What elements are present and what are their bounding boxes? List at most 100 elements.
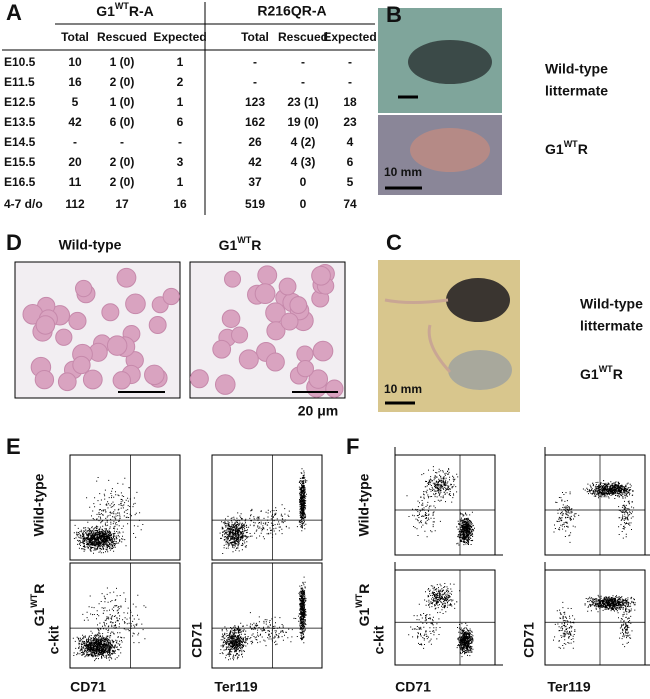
label: Wild-type bbox=[580, 296, 643, 312]
cell: 4 (2) bbox=[291, 135, 316, 149]
cell: - bbox=[301, 75, 305, 89]
cell: 16 bbox=[68, 75, 82, 89]
cell bbox=[189, 369, 209, 389]
cell: - bbox=[348, 55, 352, 69]
events bbox=[408, 583, 474, 658]
events bbox=[553, 594, 636, 649]
cell bbox=[221, 309, 241, 329]
group-header: R216QR-A bbox=[257, 3, 326, 19]
plot-frame bbox=[69, 562, 181, 669]
panel-letter: F bbox=[346, 434, 359, 459]
flow-plots: Wild-typeG1WTRc-kitCD71CD71Ter119Wild-ty… bbox=[29, 447, 650, 695]
cell bbox=[68, 311, 87, 331]
panel-letter: D bbox=[6, 230, 22, 255]
axis-label: CD71 bbox=[70, 679, 106, 695]
row-label: 4-7 d/o bbox=[4, 197, 43, 211]
plot-frame bbox=[544, 454, 646, 556]
cell: 0 bbox=[300, 175, 307, 189]
t: R bbox=[31, 584, 47, 594]
label: G1WTR bbox=[219, 235, 262, 252]
cell: 6 bbox=[347, 155, 354, 169]
cell bbox=[238, 349, 259, 370]
panel-letter: E bbox=[6, 434, 21, 459]
cell bbox=[266, 321, 286, 341]
t: WT bbox=[237, 235, 251, 245]
cell bbox=[35, 315, 56, 335]
label: littermate bbox=[545, 83, 608, 99]
cell bbox=[296, 345, 314, 363]
scale-label: 20 μm bbox=[298, 403, 338, 419]
cell bbox=[162, 287, 180, 306]
cell bbox=[311, 265, 331, 286]
column-header: Expected bbox=[153, 30, 206, 44]
cell: 3 bbox=[177, 155, 184, 169]
cells bbox=[22, 263, 344, 398]
column-header: Total bbox=[61, 30, 89, 44]
cell bbox=[312, 340, 334, 362]
t: G1 bbox=[96, 3, 115, 19]
group-header: G1WTR-A bbox=[96, 1, 154, 18]
t: G1 bbox=[219, 237, 238, 253]
label: G1WTR bbox=[580, 364, 623, 381]
cell: 1 bbox=[177, 175, 184, 189]
axis-label: Ter119 bbox=[547, 679, 591, 695]
cell bbox=[325, 379, 344, 398]
cell: 11 bbox=[69, 175, 82, 189]
t: R bbox=[613, 366, 623, 382]
row-label: E12.5 bbox=[4, 95, 36, 109]
cell bbox=[254, 283, 276, 305]
column-header: Expected bbox=[323, 30, 376, 44]
label: Wild-type bbox=[59, 237, 122, 253]
cell bbox=[231, 326, 249, 344]
cell: 1 (0) bbox=[110, 95, 135, 109]
cell: 37 bbox=[248, 175, 262, 189]
t: R bbox=[578, 141, 588, 157]
cell: - bbox=[253, 75, 257, 89]
axis-label: G1WTR bbox=[29, 584, 46, 627]
cell: 1 bbox=[177, 95, 184, 109]
cell bbox=[101, 303, 120, 322]
t: G1 bbox=[580, 366, 599, 382]
t: G1 bbox=[356, 608, 372, 627]
t: WT bbox=[115, 1, 129, 11]
axis-label: CD71 bbox=[521, 622, 537, 658]
cell bbox=[214, 374, 236, 395]
cell: 112 bbox=[65, 197, 85, 211]
cell: 1 bbox=[177, 55, 184, 69]
axis-label: CD71 bbox=[189, 622, 205, 658]
cell: 18 bbox=[343, 95, 357, 109]
cell: 20 bbox=[68, 155, 82, 169]
cell: 0 bbox=[300, 197, 307, 211]
cell: 26 bbox=[248, 135, 262, 149]
cell: 42 bbox=[248, 155, 262, 169]
scale-label: 10 mm bbox=[384, 382, 422, 396]
axis-label: G1WTR bbox=[354, 584, 371, 627]
cell: 16 bbox=[173, 197, 187, 211]
t: R bbox=[356, 584, 372, 594]
row-label: E14.5 bbox=[4, 135, 36, 149]
events bbox=[553, 480, 635, 543]
events bbox=[219, 576, 307, 661]
t: WT bbox=[599, 364, 613, 374]
cell bbox=[296, 359, 314, 378]
cell bbox=[34, 369, 55, 390]
table-a: G1WTR-A R216QR-A Total Rescued Expected Tot… bbox=[2, 1, 377, 215]
t: WT bbox=[354, 593, 364, 607]
axis-label: Ter119 bbox=[214, 679, 258, 695]
cell: - bbox=[178, 135, 182, 149]
cell bbox=[116, 267, 137, 288]
axis-label: c-kit bbox=[46, 625, 62, 654]
cell bbox=[308, 369, 329, 389]
t: WT bbox=[564, 139, 578, 149]
events bbox=[72, 587, 147, 662]
axis-label: Wild-type bbox=[31, 473, 47, 536]
label: Wild-type bbox=[545, 61, 608, 77]
cell: 5 bbox=[72, 95, 79, 109]
t: G1 bbox=[31, 608, 47, 627]
cell bbox=[82, 369, 103, 390]
row-label: E15.5 bbox=[4, 155, 36, 169]
row-label: E16.5 bbox=[4, 175, 36, 189]
panel-letter: C bbox=[386, 230, 402, 255]
cell bbox=[144, 364, 165, 386]
